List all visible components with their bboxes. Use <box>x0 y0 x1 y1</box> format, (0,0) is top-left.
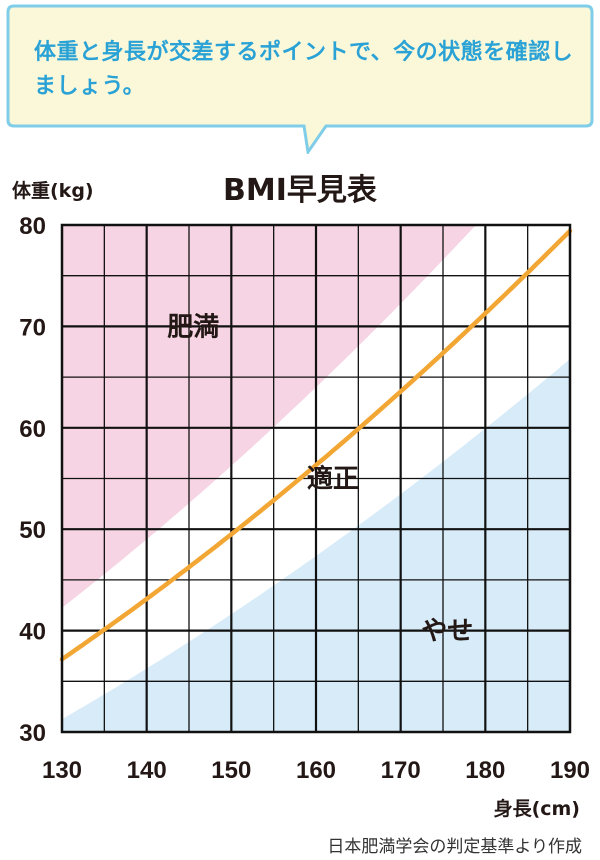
bmi-22-line <box>59 228 573 662</box>
y-tick-label: 60 <box>19 416 46 443</box>
bubble-text: 体重と身長が交差するポイントで、今の状態を確認しましょう。 <box>34 40 574 99</box>
chart-frame <box>60 223 572 734</box>
y-axis-label: 体重(kg) <box>12 180 94 202</box>
x-tick-label: 140 <box>127 757 167 784</box>
chart-title: BMI早見表 <box>223 173 377 208</box>
x-tick-label: 150 <box>211 757 251 784</box>
x-tick-label: 190 <box>550 757 590 784</box>
x-tick-label: 170 <box>381 757 421 784</box>
y-tick-label: 50 <box>19 517 46 544</box>
label-obese: 肥満 <box>167 312 219 342</box>
hint-bubble: 体重と身長が交差するポイントで、今の状態を確認しましょう。 <box>4 4 594 154</box>
label-thin: やせ <box>421 617 473 647</box>
y-tick-label: 40 <box>19 619 46 646</box>
x-axis-label: 身長(cm) <box>493 798 580 820</box>
x-tick-label: 180 <box>465 757 505 784</box>
y-tick-label: 80 <box>19 213 46 240</box>
bubble-shape <box>6 4 594 154</box>
source-note: 日本肥満学会の判定基準より作成 <box>327 837 582 857</box>
y-tick-label: 30 <box>19 720 46 747</box>
label-normal: 適正 <box>307 464 359 495</box>
x-tick-label: 130 <box>42 757 82 784</box>
y-tick-label: 70 <box>19 314 46 341</box>
x-tick-label: 160 <box>296 757 336 784</box>
